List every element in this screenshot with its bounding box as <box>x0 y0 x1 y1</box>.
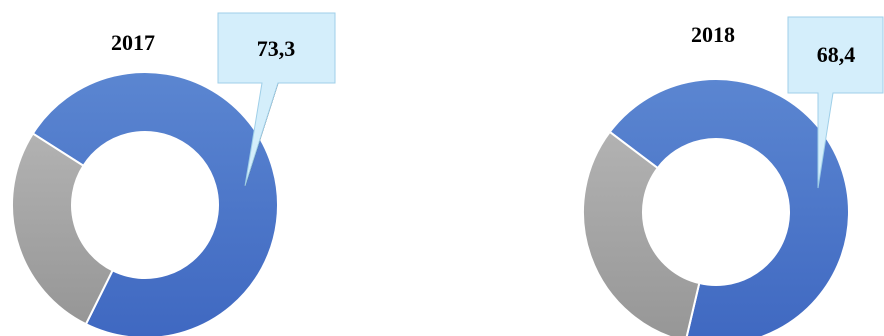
chart-2018: 2018 68,4 <box>582 16 884 336</box>
donut <box>582 78 850 336</box>
callout-box <box>217 12 336 187</box>
callout-box <box>787 16 884 189</box>
donut-slice-primary <box>608 78 850 336</box>
donut-slice-primary <box>31 71 279 336</box>
chart-title: 2017 <box>111 30 155 55</box>
data-label: 68,4 <box>817 42 856 67</box>
chart-title: 2018 <box>691 22 735 47</box>
data-label: 73,3 <box>257 36 296 61</box>
donut-slice-secondary <box>582 130 701 336</box>
data-callout: 68,4 <box>787 16 884 189</box>
chart-2017: 2017 73,3 <box>11 12 336 336</box>
donut-slice-secondary <box>11 132 114 326</box>
donut <box>11 71 279 336</box>
data-callout: 73,3 <box>217 12 336 187</box>
